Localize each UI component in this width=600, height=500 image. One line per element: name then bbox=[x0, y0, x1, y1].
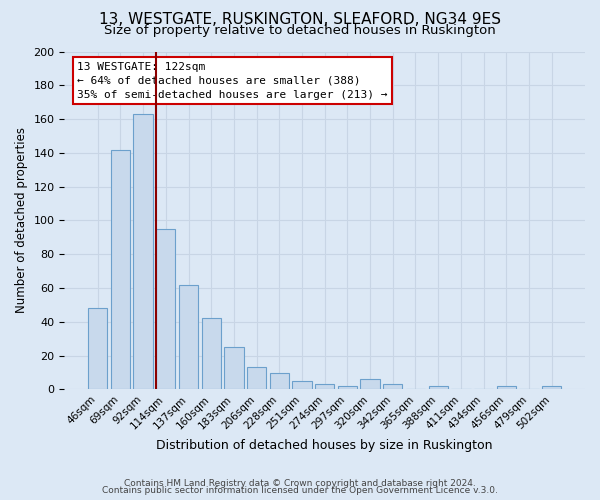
Bar bbox=[497, 386, 516, 390]
Text: 13, WESTGATE, RUSKINGTON, SLEAFORD, NG34 9ES: 13, WESTGATE, RUSKINGTON, SLEAFORD, NG34… bbox=[99, 12, 501, 28]
Bar bbox=[315, 384, 334, 390]
Bar bbox=[179, 284, 198, 390]
Text: Contains HM Land Registry data © Crown copyright and database right 2024.: Contains HM Land Registry data © Crown c… bbox=[124, 478, 476, 488]
Text: 13 WESTGATE: 122sqm
← 64% of detached houses are smaller (388)
35% of semi-detac: 13 WESTGATE: 122sqm ← 64% of detached ho… bbox=[77, 62, 388, 100]
Y-axis label: Number of detached properties: Number of detached properties bbox=[15, 128, 28, 314]
Text: Contains public sector information licensed under the Open Government Licence v.: Contains public sector information licen… bbox=[102, 486, 498, 495]
X-axis label: Distribution of detached houses by size in Ruskington: Distribution of detached houses by size … bbox=[157, 440, 493, 452]
Bar bbox=[292, 381, 311, 390]
Text: Size of property relative to detached houses in Ruskington: Size of property relative to detached ho… bbox=[104, 24, 496, 37]
Bar bbox=[202, 318, 221, 390]
Bar bbox=[361, 380, 380, 390]
Bar bbox=[542, 386, 562, 390]
Bar bbox=[111, 150, 130, 390]
Bar bbox=[383, 384, 403, 390]
Bar bbox=[224, 347, 244, 390]
Bar bbox=[133, 114, 153, 390]
Bar bbox=[428, 386, 448, 390]
Bar bbox=[338, 386, 357, 390]
Bar bbox=[269, 372, 289, 390]
Bar bbox=[88, 308, 107, 390]
Bar bbox=[247, 368, 266, 390]
Bar bbox=[156, 229, 175, 390]
